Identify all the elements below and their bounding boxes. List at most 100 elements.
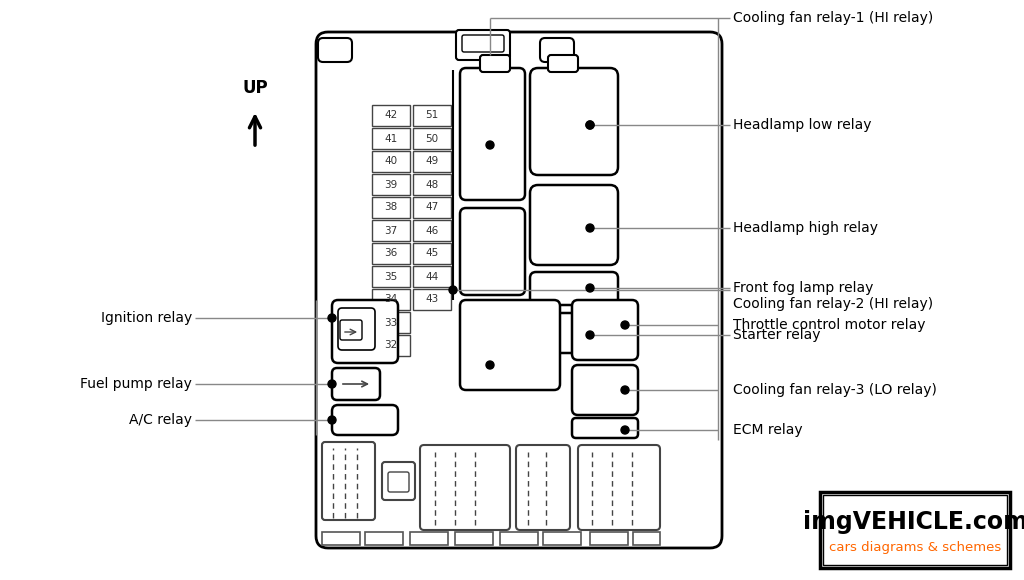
Circle shape [621,426,629,434]
Text: 50: 50 [425,133,438,143]
Bar [413,128,451,149]
Text: Front fog lamp relay: Front fog lamp relay [733,281,873,295]
Bar [413,266,451,287]
Text: 44: 44 [425,271,438,281]
FancyBboxPatch shape [572,418,638,438]
Text: Cooling fan relay-1 (HI relay): Cooling fan relay-1 (HI relay) [733,11,933,25]
Circle shape [328,380,336,388]
Text: 34: 34 [384,295,397,304]
Text: Headlamp high relay: Headlamp high relay [733,221,878,235]
Text: Throttle control motor relay: Throttle control motor relay [733,318,926,332]
FancyBboxPatch shape [332,405,398,435]
Text: 43: 43 [425,295,438,304]
Text: Ignition relay: Ignition relay [100,311,193,325]
Text: 36: 36 [384,248,397,259]
Text: Cooling fan relay-2 (HI relay): Cooling fan relay-2 (HI relay) [733,297,933,311]
FancyBboxPatch shape [530,185,618,265]
Bar [372,128,410,149]
FancyBboxPatch shape [572,365,638,415]
Bar [413,174,451,195]
Text: Starter relay: Starter relay [733,328,820,342]
Bar [372,220,410,241]
Text: Headlamp low relay: Headlamp low relay [733,118,871,132]
Bar [413,220,451,241]
Circle shape [621,386,629,394]
FancyBboxPatch shape [578,445,660,530]
Circle shape [586,121,594,129]
Bar [413,197,451,218]
Text: 48: 48 [425,179,438,190]
Bar [322,532,360,545]
Text: 37: 37 [384,226,397,235]
FancyBboxPatch shape [382,462,415,500]
FancyBboxPatch shape [338,308,375,350]
FancyBboxPatch shape [456,30,510,60]
Circle shape [621,321,629,329]
FancyBboxPatch shape [462,35,504,52]
Bar [372,174,410,195]
FancyBboxPatch shape [548,55,578,72]
Circle shape [328,416,336,424]
Bar [372,289,410,310]
Circle shape [449,286,457,294]
Bar [543,532,581,545]
Bar [413,105,451,126]
Circle shape [586,121,594,129]
FancyBboxPatch shape [332,368,380,400]
Bar [823,495,1007,565]
Text: 32: 32 [384,340,397,350]
Text: 46: 46 [425,226,438,235]
Circle shape [486,141,494,149]
Text: 47: 47 [425,202,438,212]
Bar [413,151,451,172]
Bar [372,335,410,356]
Text: 35: 35 [384,271,397,281]
Bar [633,532,660,545]
Bar [500,532,538,545]
Bar [372,243,410,264]
Bar [820,492,1010,568]
FancyBboxPatch shape [530,272,618,305]
Circle shape [586,284,594,292]
Text: 33: 33 [384,317,397,328]
FancyBboxPatch shape [530,313,618,353]
Circle shape [328,314,336,322]
Bar [410,532,449,545]
Text: cars diagrams & schemes: cars diagrams & schemes [828,542,1001,554]
FancyBboxPatch shape [316,32,722,548]
Bar [372,197,410,218]
FancyBboxPatch shape [530,68,618,175]
Bar [365,532,403,545]
Bar [413,243,451,264]
Text: 49: 49 [425,157,438,166]
Bar [372,312,410,333]
FancyBboxPatch shape [572,300,638,360]
FancyBboxPatch shape [460,208,525,295]
Text: 51: 51 [425,111,438,121]
Bar [455,532,493,545]
FancyBboxPatch shape [460,300,560,390]
Circle shape [586,224,594,232]
Text: 42: 42 [384,111,397,121]
FancyBboxPatch shape [318,38,352,62]
Text: Cooling fan relay-3 (LO relay): Cooling fan relay-3 (LO relay) [733,383,937,397]
FancyBboxPatch shape [480,55,510,72]
Bar [413,289,451,310]
Text: A/C relay: A/C relay [129,413,193,427]
Text: ECM relay: ECM relay [733,423,803,437]
Text: 38: 38 [384,202,397,212]
Text: Fuel pump relay: Fuel pump relay [80,377,193,391]
Bar [372,266,410,287]
FancyBboxPatch shape [322,442,375,520]
Bar [590,532,628,545]
FancyBboxPatch shape [340,320,362,340]
Text: 45: 45 [425,248,438,259]
Text: imgVEHICLE.com: imgVEHICLE.com [803,510,1024,534]
Circle shape [486,361,494,369]
Circle shape [586,331,594,339]
Text: UP: UP [243,79,268,97]
FancyBboxPatch shape [388,472,409,492]
FancyBboxPatch shape [460,68,525,200]
Text: 39: 39 [384,179,397,190]
Bar [372,105,410,126]
